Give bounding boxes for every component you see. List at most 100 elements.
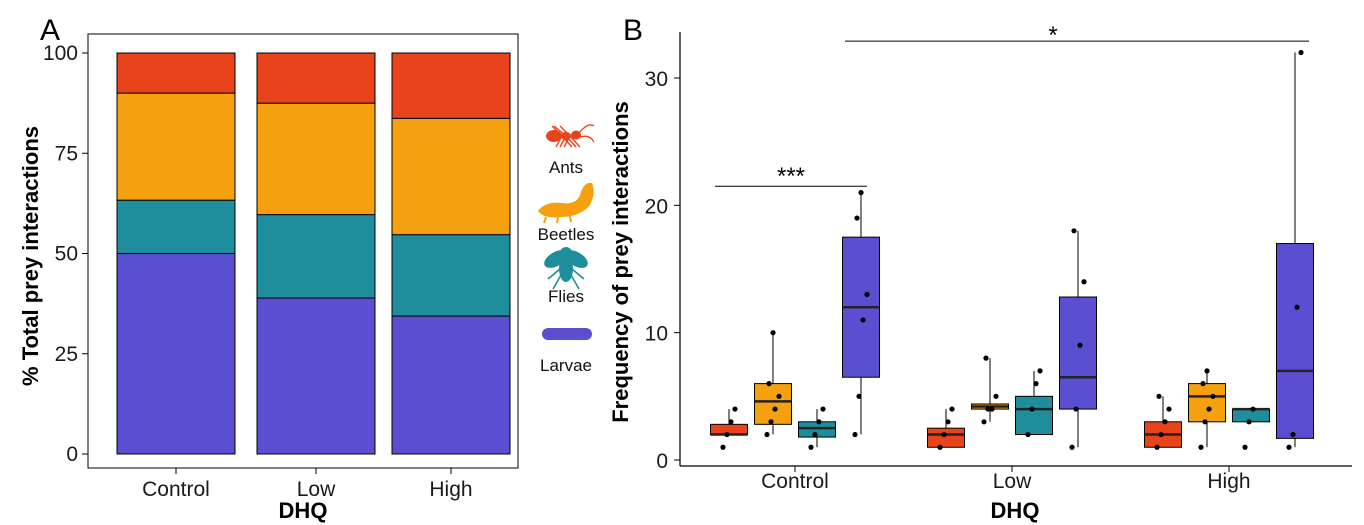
data-point	[1158, 431, 1164, 438]
bar-larvae-low	[256, 297, 376, 455]
legend-label: Ants	[549, 158, 583, 177]
y-tick-label: 25	[55, 343, 78, 366]
legend-label: Larvae	[540, 356, 592, 375]
data-point	[937, 444, 943, 450]
data-point	[816, 419, 822, 425]
data-point	[1154, 444, 1160, 450]
panel-b-label: B	[623, 14, 643, 47]
data-point	[1290, 431, 1296, 438]
box-beetles-high	[1188, 368, 1226, 450]
beetle-larva-body	[538, 182, 594, 218]
y-tick-label: 10	[645, 323, 668, 346]
bar-beetles-high	[391, 117, 511, 236]
fly-icon	[544, 247, 588, 290]
data-point	[989, 406, 995, 412]
data-point	[945, 419, 951, 425]
significance-label: ***	[777, 163, 805, 190]
data-point	[728, 419, 734, 425]
data-point	[1206, 406, 1212, 412]
data-point	[764, 431, 770, 438]
ant-abdomen	[546, 130, 562, 142]
data-point	[1286, 444, 1292, 450]
data-point	[949, 406, 955, 412]
data-point	[1069, 444, 1075, 450]
data-point	[776, 393, 782, 399]
data-point	[1077, 342, 1083, 348]
box-beetles-control	[754, 330, 792, 438]
ant-leg	[565, 135, 577, 148]
bar-ants-low	[256, 52, 376, 104]
legend: Ants Beetles Flies Larvae	[538, 124, 595, 375]
box-larvae-low	[1059, 228, 1097, 450]
data-point	[732, 406, 738, 412]
larva-icon	[542, 328, 592, 340]
bar-ants-control	[116, 52, 236, 94]
data-point	[1200, 381, 1206, 387]
data-point	[1162, 419, 1168, 425]
y-tick-label: 20	[645, 195, 668, 218]
bar-beetles-low	[256, 102, 376, 216]
box-body	[1276, 243, 1314, 439]
data-point	[1202, 419, 1208, 425]
data-point	[1037, 368, 1043, 374]
box-flies-high	[1232, 406, 1270, 450]
box-body	[1232, 408, 1270, 423]
data-point	[858, 190, 864, 196]
ant-icon	[546, 124, 595, 148]
y-tick-label: 75	[55, 142, 78, 165]
x-tick-label: Control	[142, 478, 210, 501]
data-point	[1294, 304, 1300, 310]
data-point	[724, 431, 730, 438]
data-point	[1071, 228, 1077, 234]
bar-beetles-control	[116, 92, 236, 201]
ant-head	[571, 130, 581, 140]
panel-a-chart: A 0 25 50 75 100 Control Low High % Total prey…	[18, 14, 519, 523]
x-tick-label: High	[1207, 470, 1250, 493]
data-point	[1246, 419, 1252, 425]
panel-a-frame	[87, 33, 519, 469]
data-point	[1029, 406, 1035, 412]
fly-head	[560, 247, 572, 259]
data-point	[864, 291, 870, 298]
data-point	[941, 431, 947, 438]
ant-leg	[559, 125, 571, 137]
data-point	[983, 355, 989, 361]
bar-flies-low	[256, 214, 376, 299]
box-ants-low	[927, 406, 965, 450]
box-beetles-low	[971, 355, 1009, 425]
data-point	[1025, 431, 1031, 438]
x-tick-label: High	[429, 478, 472, 501]
bar-larvae-control	[116, 253, 236, 455]
fly-legs	[547, 268, 585, 290]
box-body	[1059, 296, 1097, 410]
bar-larvae-high	[391, 315, 511, 455]
data-point	[1166, 406, 1172, 412]
legend-label: Beetles	[538, 225, 595, 244]
beetle-larva-icon	[538, 182, 594, 224]
data-point	[981, 419, 987, 425]
box-body	[1015, 395, 1053, 436]
data-point	[1073, 406, 1079, 412]
data-point	[856, 393, 862, 399]
ant-leg	[559, 135, 567, 148]
data-point	[985, 406, 991, 412]
data-point	[808, 444, 814, 450]
data-point	[1081, 279, 1087, 285]
panel-b-x-axis-title: DHQ	[991, 498, 1040, 523]
data-point	[1210, 393, 1216, 399]
y-tick-label: 100	[43, 42, 78, 65]
data-point	[1033, 381, 1039, 387]
ant-leg	[569, 135, 581, 148]
significance-label: *	[1048, 22, 1057, 49]
data-point	[1198, 444, 1204, 450]
y-tick-label: 0	[66, 443, 78, 466]
panel-a-label: A	[40, 14, 60, 47]
y-tick-label: 50	[55, 243, 78, 266]
ant-leg	[551, 125, 563, 137]
legend-item-ants: Ants	[546, 124, 595, 177]
ant-leg	[555, 135, 563, 148]
larva-body	[542, 328, 592, 340]
box-body	[1188, 383, 1226, 423]
data-point	[854, 215, 860, 221]
panel-b-y-axis-title: Frequency of prey interactions	[608, 101, 633, 423]
